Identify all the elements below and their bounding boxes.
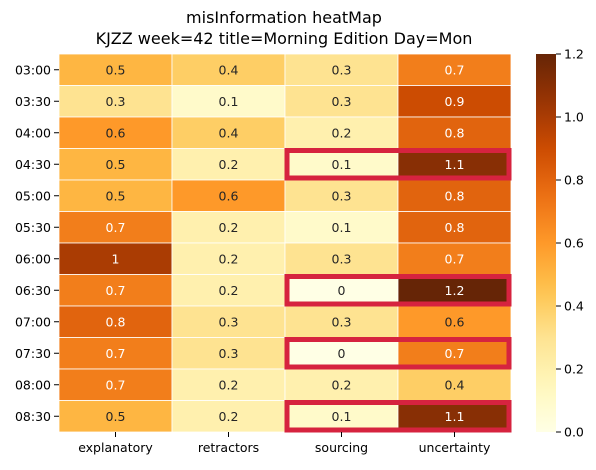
cell-value-label: 0.8: [106, 314, 126, 329]
cell-value-label: 0.2: [332, 125, 352, 140]
row-tick-label: 06:30: [15, 283, 51, 298]
chart-subtitle: KJZZ week=42 title=Morning Edition Day=M…: [96, 29, 473, 48]
cell-value-label: 0.9: [445, 94, 465, 109]
cell-value-label: 0.3: [332, 94, 352, 109]
cell-value-label: 0.1: [332, 409, 352, 424]
column-tick-labels: explanatory retractors sourcing uncertainty: [78, 432, 491, 455]
cell-value-label: 0.3: [332, 251, 352, 266]
colorbar-gradient: [536, 54, 556, 432]
row-tick-label: 03:30: [15, 94, 51, 109]
cell-value-label: 0.1: [332, 157, 352, 172]
cell-value-label: 0.2: [219, 409, 239, 424]
colorbar-tick-label: 1.2: [564, 47, 584, 62]
cell-value-label: 0.8: [445, 125, 465, 140]
row-tick-label: 04:30: [15, 157, 51, 172]
column-tick-label: retractors: [198, 440, 259, 455]
cell-value-label: 0.7: [445, 251, 465, 266]
chart-title: misInformation heatMap: [186, 8, 382, 27]
colorbar-tick-label: 0.2: [564, 362, 584, 377]
cell-value-label: 0: [338, 346, 346, 361]
colorbar-tick-label: 0.8: [564, 173, 584, 188]
cell-value-label: 0.2: [219, 377, 239, 392]
colorbar-tick-label: 0.6: [564, 236, 584, 251]
cell-value-label: 0: [338, 283, 346, 298]
row-tick-label: 08:30: [15, 409, 51, 424]
cell-value-label: 0.3: [219, 314, 239, 329]
row-tick-label: 07:00: [15, 314, 51, 329]
cell-value-label: 0.3: [332, 188, 352, 203]
cell-value-label: 1.2: [445, 283, 465, 298]
cell-value-label: 0.6: [219, 188, 239, 203]
cell-value-label: 0.5: [106, 157, 126, 172]
cell-value-label: 0.8: [445, 188, 465, 203]
cell-value-label: 0.8: [445, 220, 465, 235]
cell-value-label: 0.5: [106, 188, 126, 203]
row-tick-label: 05:30: [15, 220, 51, 235]
column-tick-label: explanatory: [78, 440, 153, 455]
row-tick-label: 05:00: [15, 188, 51, 203]
cell-value-label: 0.2: [219, 157, 239, 172]
cell-value-label: 0.7: [106, 283, 126, 298]
cell-value-label: 1: [112, 251, 120, 266]
cell-value-label: 0.2: [219, 220, 239, 235]
row-tick-label: 03:00: [15, 62, 51, 77]
cell-value-label: 0.5: [106, 409, 126, 424]
colorbar-tick-label: 1.0: [564, 110, 584, 125]
cell-value-label: 0.4: [219, 125, 239, 140]
cell-value-label: 1.1: [445, 157, 465, 172]
colorbar-tick-label: 0.4: [564, 299, 584, 314]
cell-value-label: 0.7: [106, 220, 126, 235]
cell-value-label: 0.2: [219, 251, 239, 266]
cell-value-label: 0.3: [332, 314, 352, 329]
colorbar-tick-label: 0.0: [564, 425, 584, 440]
cell-value-label: 0.3: [106, 94, 126, 109]
colorbar: 0.0 0.2 0.4 0.6 0.8 1.0 1.2: [536, 47, 584, 440]
cell-value-label: 0.7: [106, 346, 126, 361]
cell-value-label: 0.4: [219, 62, 239, 77]
row-tick-labels: 03:00 03:30 04:00 04:30 05:00 05:30 06:00 06:30…: [15, 62, 59, 424]
column-tick-label: sourcing: [315, 440, 368, 455]
cell-value-label: 0.2: [219, 283, 239, 298]
cell-value-label: 0.3: [332, 62, 352, 77]
cell-value-label: 0.3: [219, 346, 239, 361]
cell-value-label: 0.7: [445, 62, 465, 77]
cell-value-label: 0.1: [332, 220, 352, 235]
cell-value-label: 0.5: [106, 62, 126, 77]
row-tick-label: 04:00: [15, 125, 51, 140]
cell-value-label: 0.6: [445, 314, 465, 329]
row-tick-label: 08:00: [15, 377, 51, 392]
cell-value-label: 0.6: [106, 125, 126, 140]
cell-value-label: 0.7: [106, 377, 126, 392]
column-tick-label: uncertainty: [419, 440, 491, 455]
cell-value-label: 0.7: [445, 346, 465, 361]
cell-value-label: 1.1: [445, 409, 465, 424]
row-tick-label: 06:00: [15, 251, 51, 266]
cell-value-label: 0.4: [445, 377, 465, 392]
heatmap-cells: 0.5 0.4 0.3 0.7 0.3 0.1 0.3 0.9 0.6 0.4 0.2 0.8 0.5 0…: [59, 54, 511, 432]
cell-value-label: 0.2: [332, 377, 352, 392]
row-tick-label: 07:30: [15, 346, 51, 361]
cell-value-label: 0.1: [219, 94, 239, 109]
